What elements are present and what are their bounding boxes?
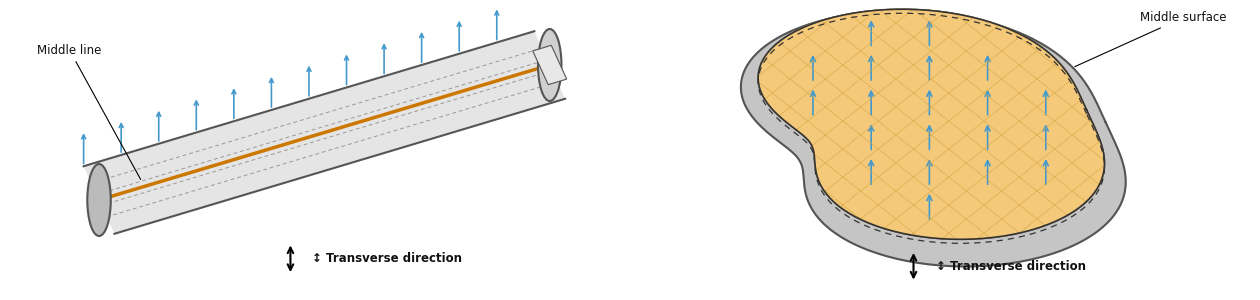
PathPatch shape: [759, 9, 1105, 239]
Polygon shape: [741, 11, 1125, 266]
Text: Middle line: Middle line: [38, 44, 141, 179]
Polygon shape: [759, 9, 1105, 239]
Text: Middle surface: Middle surface: [1075, 11, 1227, 67]
Ellipse shape: [87, 164, 111, 236]
Text: ↕ Transverse direction: ↕ Transverse direction: [935, 260, 1086, 273]
Polygon shape: [83, 31, 566, 234]
Text: ↕ Transverse direction: ↕ Transverse direction: [312, 253, 462, 266]
Polygon shape: [533, 45, 567, 85]
Ellipse shape: [538, 29, 562, 101]
